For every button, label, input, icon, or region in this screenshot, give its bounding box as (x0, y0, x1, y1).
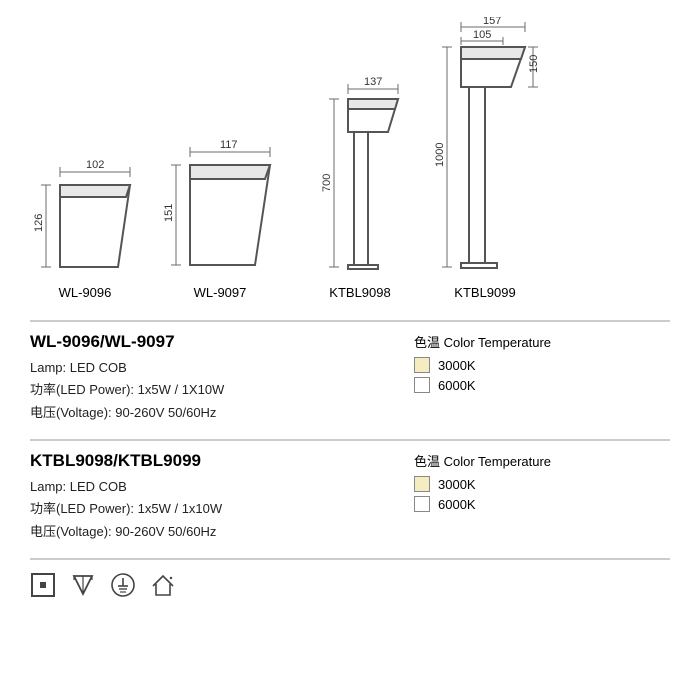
spec-power: 功率(LED Power): 1x5W / 1x10W (30, 498, 382, 517)
label-ktbl9099: KTBL9099 (425, 285, 545, 300)
square-dot-icon (30, 572, 56, 598)
dim-h: 126 (33, 214, 45, 232)
color-temp-block: 色温 Color Temperature 3000K 6000K (414, 451, 670, 544)
ct-row-6000k: 6000K (414, 496, 670, 512)
house-outline-icon (150, 572, 176, 598)
spec-lamp: Lamp: LED COB (30, 360, 382, 375)
ct-value: 6000K (438, 497, 476, 512)
dim-w: 102 (86, 159, 104, 171)
spec-block-1: WL-9096/WL-9097 Lamp: LED COB 功率(LED Pow… (30, 320, 670, 439)
ct-value: 3000K (438, 477, 476, 492)
ct-row-3000k: 3000K (414, 476, 670, 492)
spec-voltage: 电压(Voltage): 90-260V 50/60Hz (30, 402, 382, 421)
drawing-wl9097: 117 151 (160, 137, 280, 277)
swatch-6000k (414, 377, 430, 393)
swatch-3000k (414, 476, 430, 492)
spec-left: KTBL9098/KTBL9099 Lamp: LED COB 功率(LED P… (30, 451, 382, 544)
spec-title: WL-9096/WL-9097 (30, 332, 382, 352)
product-wl9096: 102 126 WL-9096 (30, 157, 140, 300)
dim-h: 1000 (434, 143, 446, 167)
earth-circle-icon (110, 572, 136, 598)
spec-left: WL-9096/WL-9097 Lamp: LED COB 功率(LED Pow… (30, 332, 382, 425)
label-wl9096: WL-9096 (30, 285, 140, 300)
label-wl9097: WL-9097 (160, 285, 280, 300)
color-temp-block: 色温 Color Temperature 3000K 6000K (414, 332, 670, 425)
product-ktbl9098: 137 700 KTBL9098 (310, 77, 410, 300)
swatch-3000k (414, 357, 430, 373)
spec-lamp: Lamp: LED COB (30, 479, 382, 494)
spec-block-2: KTBL9098/KTBL9099 Lamp: LED COB 功率(LED P… (30, 439, 670, 558)
spec-voltage: 电压(Voltage): 90-260V 50/60Hz (30, 521, 382, 540)
swatch-6000k (414, 496, 430, 512)
drawing-ktbl9098: 137 700 (310, 77, 410, 277)
ct-label: 色温 Color Temperature (414, 332, 670, 351)
ct-row-6000k: 6000K (414, 377, 670, 393)
ct-label: 色温 Color Temperature (414, 451, 670, 470)
spec-power: 功率(LED Power): 1x5W / 1X10W (30, 379, 382, 398)
footer-icons (30, 558, 670, 598)
dim-h: 151 (163, 204, 175, 222)
dim-w: 137 (364, 77, 382, 88)
dim-w: 117 (220, 139, 238, 151)
drawings-panel: 102 126 WL-9096 117 151 WL-9097 (30, 20, 670, 300)
product-ktbl9099: 157 105 150 1000 KTBL9099 (425, 17, 545, 300)
dim-wtop: 157 (483, 17, 501, 27)
product-wl9097: 117 151 WL-9097 (160, 137, 280, 300)
spec-title: KTBL9098/KTBL9099 (30, 451, 382, 471)
dim-whead: 105 (473, 29, 491, 41)
drawing-ktbl9099: 157 105 150 1000 (425, 17, 545, 277)
down-triangle-icon (70, 572, 96, 598)
ct-row-3000k: 3000K (414, 357, 670, 373)
ct-value: 6000K (438, 378, 476, 393)
drawing-wl9096: 102 126 (30, 157, 140, 277)
dim-h: 700 (321, 174, 333, 192)
ct-value: 3000K (438, 358, 476, 373)
label-ktbl9098: KTBL9098 (310, 285, 410, 300)
dim-hhead: 150 (528, 55, 540, 73)
